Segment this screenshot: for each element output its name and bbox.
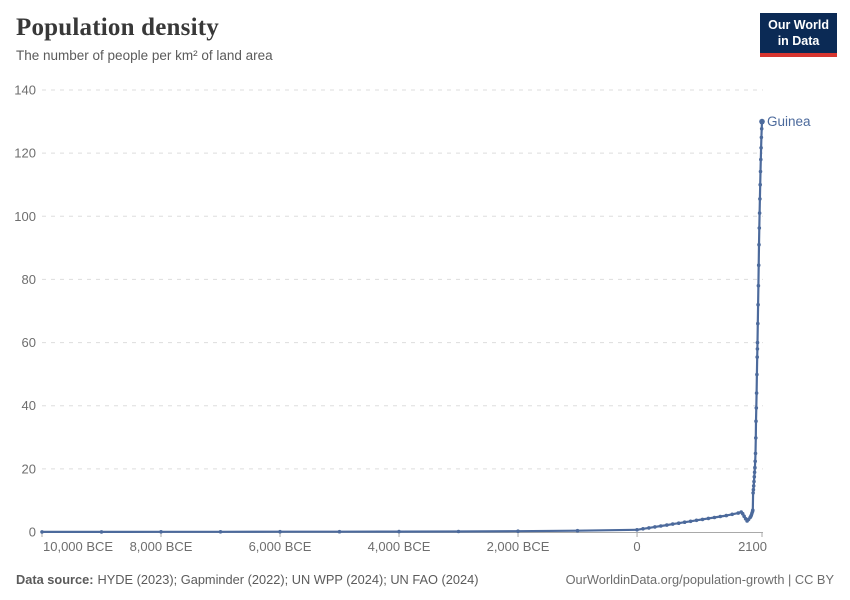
data-point-marker	[755, 347, 760, 351]
owid-logo-line1: Our World	[768, 18, 829, 32]
data-point-marker	[653, 525, 657, 529]
data-point-marker	[159, 530, 163, 534]
x-tick-label: 0	[633, 539, 640, 554]
data-point-marker	[757, 211, 762, 215]
data-point-marker	[755, 355, 759, 359]
data-point-marker	[724, 513, 729, 518]
data-point-marker	[670, 522, 675, 526]
data-source-label: Data source:	[16, 572, 94, 587]
data-point-marker	[753, 451, 758, 456]
x-tick-label: 2100	[738, 539, 767, 554]
data-point-marker	[712, 515, 717, 520]
data-point-marker	[456, 529, 461, 534]
series-line-path	[40, 120, 764, 533]
y-tick-label: 80	[22, 272, 36, 287]
data-point-marker	[754, 436, 758, 440]
data-point-marker	[758, 169, 763, 174]
x-tick-label: 6,000 BCE	[249, 539, 312, 554]
data-point-marker	[575, 528, 580, 533]
data-point-marker	[754, 406, 759, 410]
data-point-marker	[759, 157, 763, 162]
x-tick-label: 8,000 BCE	[130, 539, 193, 554]
owid-logo-line2: in Data	[777, 33, 820, 48]
data-point-marker	[751, 508, 755, 512]
data-point-marker	[756, 321, 760, 326]
data-point-marker	[757, 242, 761, 247]
y-tick-label: 20	[22, 461, 36, 476]
data-point-marker	[758, 197, 762, 201]
data-point-marker	[756, 283, 761, 288]
series-guinea[interactable]: Guinea	[40, 114, 811, 534]
data-point-marker	[754, 419, 758, 424]
data-point-marker	[757, 226, 762, 230]
chart-footer: Data source: HYDE (2023); Gapminder (2022…	[16, 572, 834, 587]
data-point-marker	[759, 146, 763, 150]
data-point-marker	[751, 491, 755, 495]
data-point-marker	[751, 487, 756, 492]
data-point-marker	[730, 512, 734, 517]
data-point-marker	[753, 459, 757, 464]
owid-logo[interactable]: Our World in Data	[760, 13, 837, 58]
y-tick-label: 0	[29, 525, 36, 540]
data-point-marker	[676, 521, 681, 525]
chart-title: Population density	[16, 14, 219, 41]
data-point-marker	[752, 470, 757, 475]
data-point-marker	[752, 479, 756, 484]
data-point-marker	[759, 127, 764, 131]
data-point-marker	[635, 528, 639, 532]
y-tick-label: 140	[14, 83, 36, 98]
y-tick-label: 120	[14, 146, 36, 161]
x-tick-label: 2,000 BCE	[487, 539, 550, 554]
data-point-marker	[700, 517, 705, 522]
data-point-marker	[516, 529, 520, 533]
x-tick-label: 10,000 BCE	[43, 539, 113, 554]
data-point-marker	[736, 511, 740, 515]
data-point-marker	[397, 529, 401, 534]
data-point-marker	[647, 526, 651, 530]
chart-subtitle: The number of people per km² of land are…	[16, 48, 273, 63]
data-point-marker	[218, 530, 223, 534]
data-point-marker	[337, 529, 342, 534]
citation-link[interactable]: OurWorldinData.org/population-growth | C…	[565, 572, 834, 587]
data-point-marker	[682, 520, 687, 524]
data-point-marker	[99, 530, 104, 534]
data-point-marker	[756, 263, 761, 268]
data-point-marker	[659, 524, 663, 528]
data-point-marker	[665, 523, 669, 527]
data-source-note: Data source: HYDE (2023); Gapminder (2022…	[16, 572, 479, 587]
data-point-marker	[758, 182, 762, 187]
data-point-marker	[641, 527, 645, 531]
data-point-marker	[756, 302, 760, 307]
y-tick-label: 60	[22, 335, 36, 350]
data-point-marker	[278, 529, 282, 534]
y-tick-label: 100	[14, 209, 36, 224]
data-point-marker	[753, 465, 757, 470]
data-point-marker	[754, 391, 759, 395]
data-point-marker	[694, 518, 699, 523]
data-point-marker	[755, 340, 760, 345]
series-end-marker	[759, 118, 765, 125]
data-source-text: HYDE (2023); Gapminder (2022); UN WPP (2…	[97, 572, 479, 587]
x-tick-label: 4,000 BCE	[368, 539, 431, 554]
data-point-marker	[688, 519, 693, 524]
series-label-guinea: Guinea	[767, 114, 811, 129]
data-point-marker	[759, 135, 764, 140]
data-point-marker	[752, 475, 757, 479]
data-point-marker	[40, 530, 44, 534]
data-point-marker	[755, 372, 759, 377]
data-point-marker	[706, 516, 711, 521]
data-point-marker	[718, 514, 723, 519]
y-tick-label: 40	[22, 398, 36, 413]
data-point-marker	[751, 484, 756, 488]
